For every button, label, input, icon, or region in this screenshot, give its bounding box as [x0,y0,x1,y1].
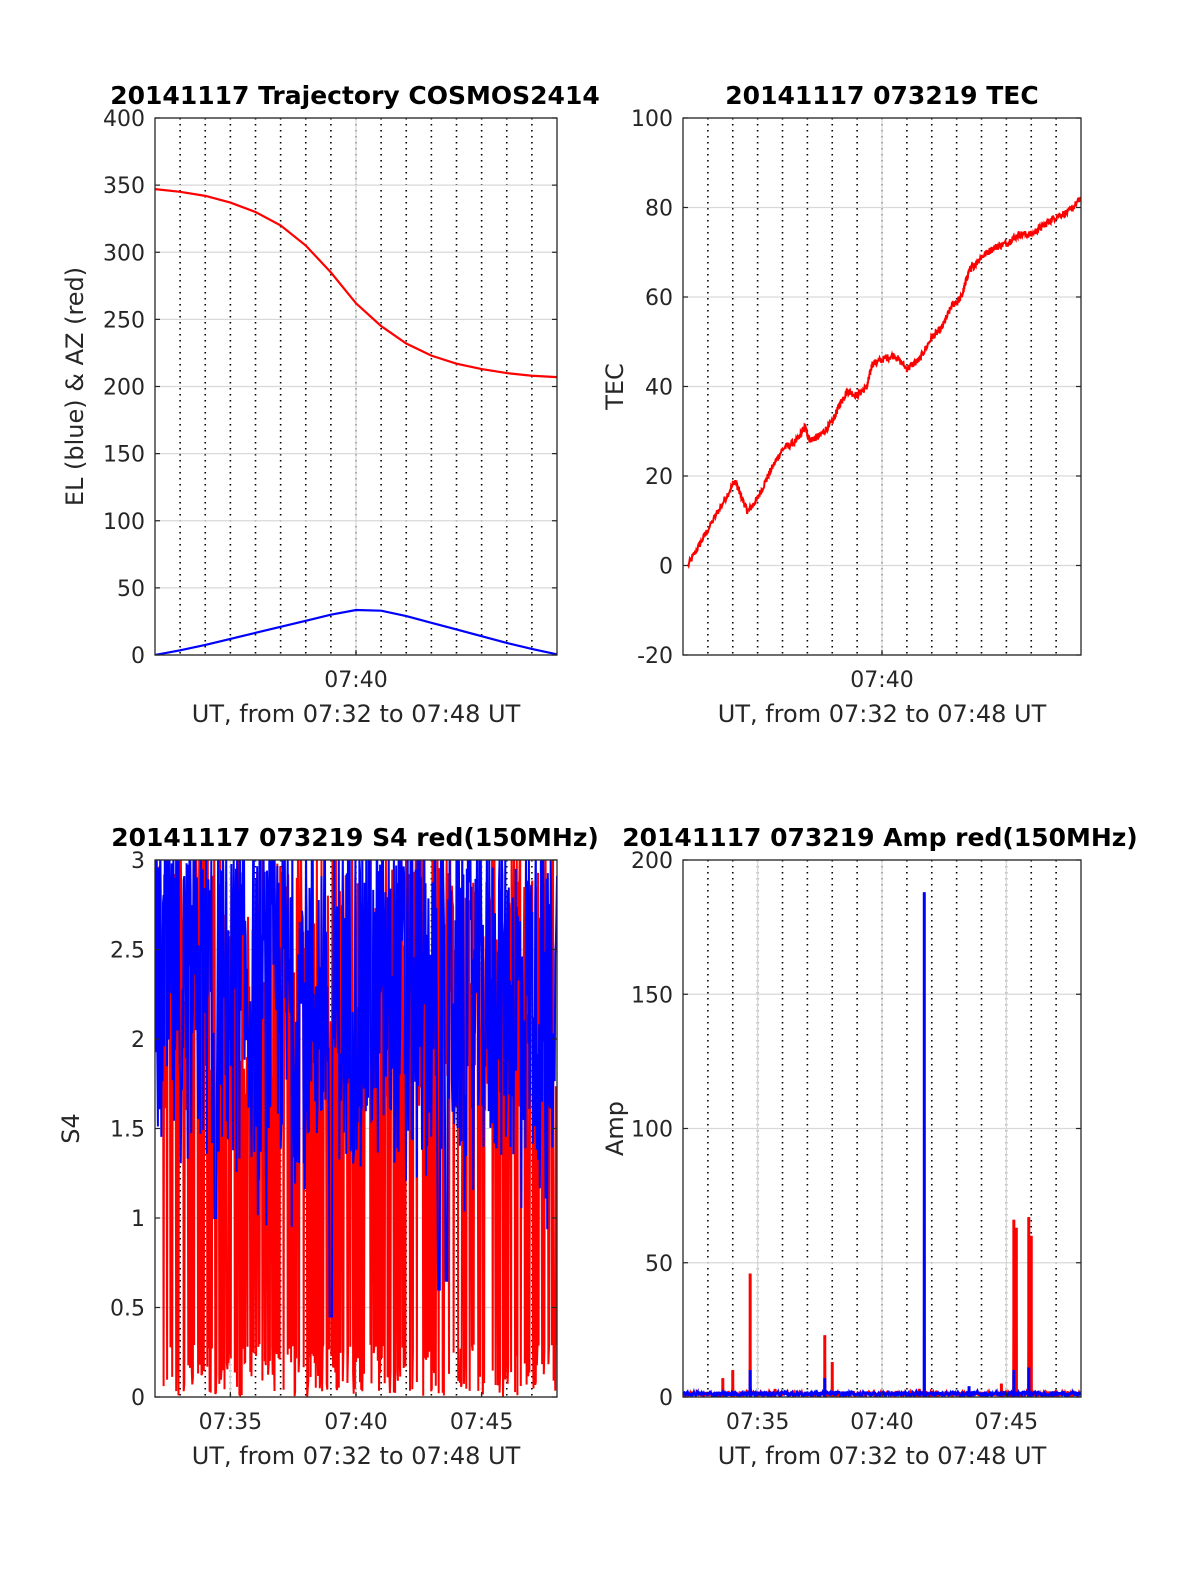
s4-y-tick-label: 1.5 [110,1118,145,1143]
amp-y-tick-label: 50 [645,1252,673,1277]
s4-y-tick-label: 2 [131,1028,145,1053]
amp-x-tick-label: 07:45 [975,1410,1038,1435]
amp-grid [683,859,1081,1398]
tec-y-axis-label: TEC [601,363,629,411]
azimuth-series-line [155,188,557,379]
trajectory-y-tick-label: 0 [131,644,145,669]
tec-y-tick-label: 40 [645,376,673,401]
trajectory-data [155,188,557,655]
trajectory-y-tick-label: 300 [103,241,145,266]
s4-title: 20141117 073219 S4 red(150MHz) [111,823,599,852]
amp-title: 20141117 073219 Amp red(150MHz) [622,823,1138,852]
amp-y-tick-label: 0 [659,1386,673,1411]
s4-y-axis-label: S4 [57,1113,85,1144]
tec-y-tick-label: 60 [645,286,673,311]
trajectory-y-tick-label: 400 [103,107,145,132]
trajectory-y-axis-label: EL (blue) & AZ (red) [61,267,89,506]
s4-y-tick-label: 1 [131,1207,145,1232]
s4-ticks: 0 0.5 1 1.5 2 2.5 3 07:35 07:40 07:45 [110,849,557,1435]
amp-x-tick-label: 07:35 [726,1410,789,1435]
trajectory-panel: 0 50 100 150 200 250 300 350 400 07:40 20141117 T… [61,81,600,728]
s4-y-tick-label: 3 [131,849,145,874]
tec-y-tick-label: 0 [659,555,673,580]
s4-x-tick-label: 07:45 [450,1410,513,1435]
trajectory-ticks: 0 50 100 150 200 250 300 350 400 07:40 [103,107,557,693]
trajectory-x-axis-label: UT, from 07:32 to 07:48 UT [192,700,521,728]
s4-x-axis-label: UT, from 07:32 to 07:48 UT [192,1442,521,1470]
s4-y-tick-label: 0 [131,1386,145,1411]
amp-y-tick-label: 100 [631,1118,673,1143]
amp-y-axis-label: Amp [601,1101,629,1156]
amp-x-tick-label: 07:40 [850,1410,913,1435]
elevation-series-line [155,608,557,655]
amp-x-axis-label: UT, from 07:32 to 07:48 UT [718,1442,1047,1470]
tec-series-line [687,196,1081,570]
tec-y-tick-label: 20 [645,465,673,490]
s4-y-tick-label: 2.5 [110,939,145,964]
tec-y-tick-label: -20 [637,644,673,669]
trajectory-y-tick-label: 200 [103,376,145,401]
trajectory-y-tick-label: 50 [117,577,145,602]
trajectory-y-tick-label: 150 [103,443,145,468]
tec-ticks: -20 0 20 40 60 80 100 07:40 [631,107,1081,693]
trajectory-y-tick-label: 250 [103,308,145,333]
s4-data [155,860,557,1397]
s4-blue-series-line [155,860,557,1318]
s4-x-tick-label: 07:35 [199,1410,262,1435]
amp-ticks: 0 50 100 150 200 07:35 07:40 07:45 [631,849,1081,1435]
tec-data [687,196,1081,570]
trajectory-x-tick-label: 07:40 [324,668,387,693]
tec-y-tick-label: 100 [631,107,673,132]
trajectory-title: 20141117 Trajectory COSMOS2414 [110,81,600,110]
trajectory-y-tick-label: 350 [103,174,145,199]
tec-grid [683,117,1081,656]
tec-panel: -20 0 20 40 60 80 100 07:40 20141117 073219 TEC… [601,81,1082,728]
amp-y-tick-label: 150 [631,983,673,1008]
s4-x-tick-label: 07:40 [324,1410,387,1435]
s4-y-tick-label: 0.5 [110,1297,145,1322]
tec-x-tick-label: 07:40 [850,668,913,693]
amp-panel: 0 50 100 150 200 07:35 07:40 07:45 20141117 073… [601,823,1138,1470]
amp-y-tick-label: 200 [631,849,673,874]
trajectory-y-tick-label: 100 [103,510,145,535]
s4-panel: 0 0.5 1 1.5 2 2.5 3 07:35 07:40 07:45 20141117 07… [57,823,599,1470]
tec-x-axis-label: UT, from 07:32 to 07:48 UT [718,700,1047,728]
tec-y-tick-label: 80 [645,197,673,222]
tec-title: 20141117 073219 TEC [725,81,1038,110]
